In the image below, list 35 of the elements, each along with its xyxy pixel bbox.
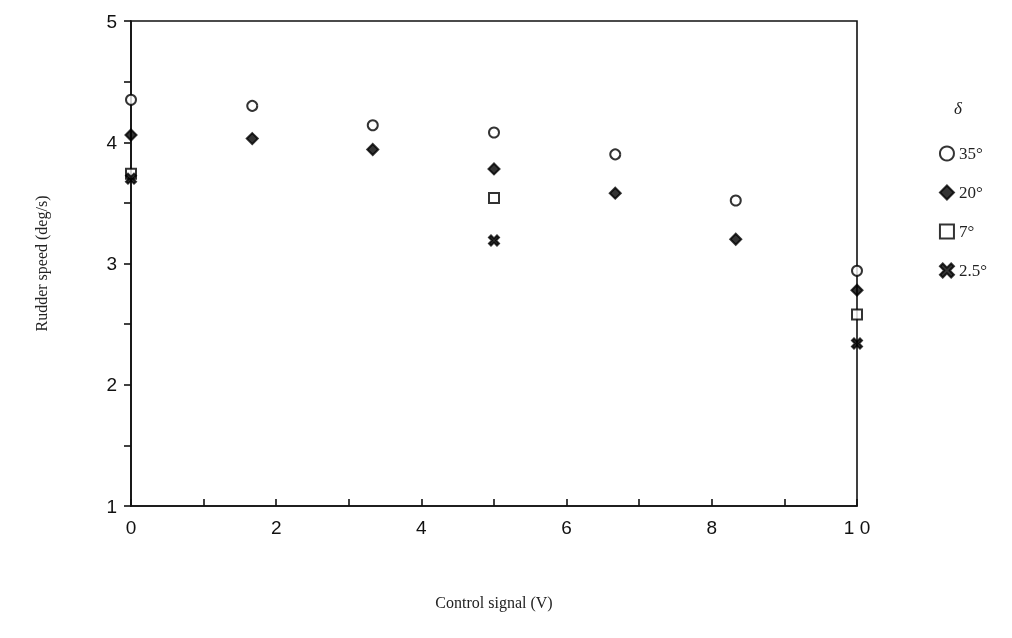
- x-tick-label: 1 0: [843, 517, 871, 538]
- legend-title: δ: [954, 99, 964, 118]
- legend-label: 2.5°: [958, 261, 988, 280]
- point: [488, 192, 500, 205]
- point: [125, 172, 137, 185]
- legend-label: 35°: [958, 144, 983, 163]
- y-tick-label: 2: [106, 374, 117, 396]
- y-tick-label: 1: [106, 495, 117, 517]
- point: [125, 93, 137, 106]
- point: [609, 148, 622, 161]
- point: [366, 143, 380, 157]
- x-tick-label: 8: [706, 517, 718, 538]
- point: [729, 194, 742, 207]
- x-axis-title: Control signal (V): [435, 593, 553, 612]
- x-tick-label: 0: [125, 517, 137, 538]
- y-tick-label: 3: [106, 253, 117, 274]
- point: [851, 264, 863, 277]
- point: [488, 126, 500, 139]
- point: [729, 232, 743, 246]
- point: [608, 186, 622, 200]
- point: [487, 162, 501, 176]
- point: [366, 119, 379, 132]
- x-tick-label: 6: [561, 517, 572, 538]
- y-tick-label: 4: [106, 131, 118, 153]
- y-axis-title: Rudder speed (deg/s): [32, 195, 51, 332]
- point: [245, 132, 259, 146]
- x-tick-label: 2: [270, 517, 282, 538]
- point: [850, 283, 864, 297]
- y-tick-label: 5: [106, 10, 117, 32]
- point: [851, 308, 863, 321]
- legend-label: 20°: [958, 183, 983, 202]
- point: [246, 99, 259, 112]
- point: [124, 128, 138, 142]
- x-tick-label: 4: [416, 517, 428, 538]
- legend-label: 7°: [958, 222, 975, 241]
